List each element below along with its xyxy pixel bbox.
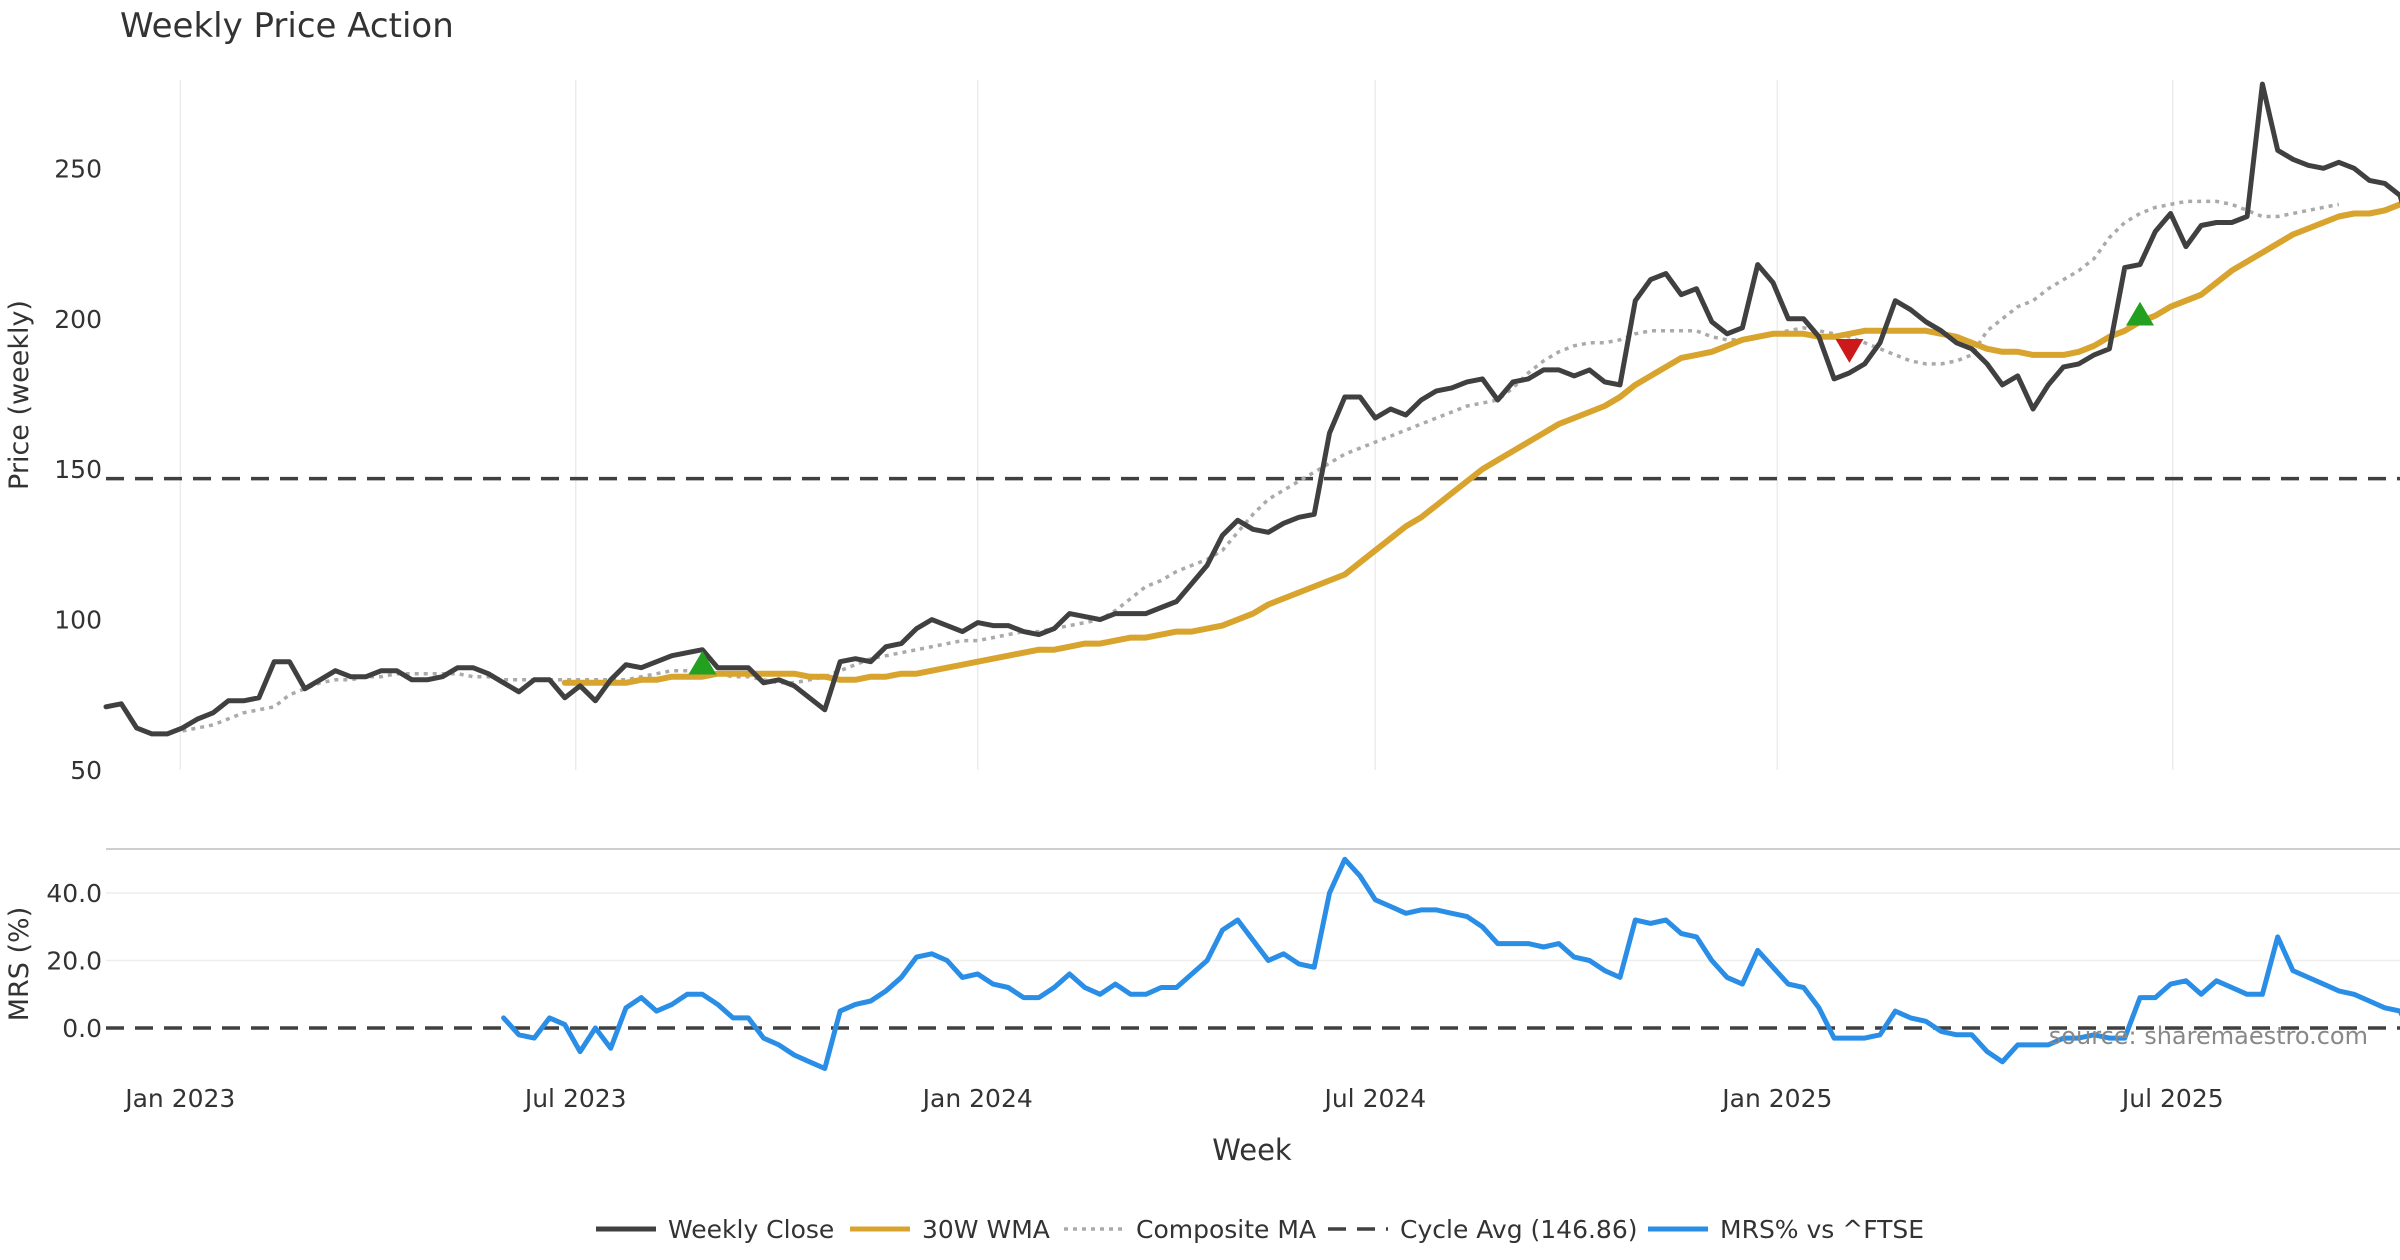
x-tick-label: Jul 2025 bbox=[2120, 1084, 2224, 1113]
price-y-axis-label: Price (weekly) bbox=[4, 300, 35, 490]
price-y-tick-label: 50 bbox=[70, 756, 102, 785]
x-axis-label: Week bbox=[1212, 1133, 1292, 1167]
x-tick-labels: Jan 2023 Jul 2023 Jan 2024 Jul 2024 Jan 2025… bbox=[123, 1084, 2223, 1113]
mrs-series-group bbox=[106, 856, 2400, 1071]
chart-title: Weekly Price Action bbox=[120, 6, 454, 46]
series-30w-wma bbox=[561, 201, 2400, 686]
price-y-tick-label: 150 bbox=[54, 455, 102, 484]
series-mrs-vs-ftse bbox=[501, 856, 2400, 1071]
x-tick-label: Jul 2023 bbox=[523, 1084, 627, 1113]
buy-signal-marker bbox=[2126, 301, 2155, 326]
price-y-tick-label: 100 bbox=[54, 606, 102, 635]
x-tick-label: Jan 2025 bbox=[1720, 1084, 1832, 1113]
x-tick-label: Jan 2023 bbox=[123, 1084, 235, 1113]
sell-signal-marker bbox=[1835, 339, 1864, 363]
source-watermark: source: sharemaestro.com bbox=[2049, 1022, 2368, 1050]
mrs-y-tick-label: 20.0 bbox=[46, 947, 102, 976]
price-series-group bbox=[103, 81, 2400, 737]
legend-label: MRS% vs ^FTSE bbox=[1720, 1215, 1924, 1244]
legend: Weekly Close 30W WMA Composite MA Cycle Avg… bbox=[596, 1215, 1924, 1244]
mrs-gridlines bbox=[106, 892, 2400, 962]
series-weekly-close bbox=[103, 81, 2400, 737]
mrs-y-tick-label: 40.0 bbox=[46, 879, 102, 908]
x-tick-label: Jan 2024 bbox=[921, 1084, 1033, 1113]
x-tick-label: Jul 2024 bbox=[1322, 1084, 1426, 1113]
mrs-y-tick-labels: 40.0 20.0 0.0 bbox=[46, 879, 102, 1043]
legend-label: 30W WMA bbox=[922, 1215, 1050, 1244]
mrs-y-tick-label: 0.0 bbox=[62, 1014, 102, 1043]
price-y-tick-label: 200 bbox=[54, 305, 102, 334]
mrs-y-axis-label: MRS (%) bbox=[4, 907, 35, 1022]
legend-label: Weekly Close bbox=[668, 1215, 834, 1244]
price-gridlines bbox=[179, 80, 2174, 770]
legend-label: Cycle Avg (146.86) bbox=[1400, 1215, 1638, 1244]
price-y-tick-labels: 50 100 150 200 250 bbox=[54, 154, 102, 785]
price-y-tick-label: 250 bbox=[54, 154, 102, 183]
legend-label: Composite MA bbox=[1136, 1215, 1316, 1244]
buy-signal-marker bbox=[688, 650, 717, 675]
